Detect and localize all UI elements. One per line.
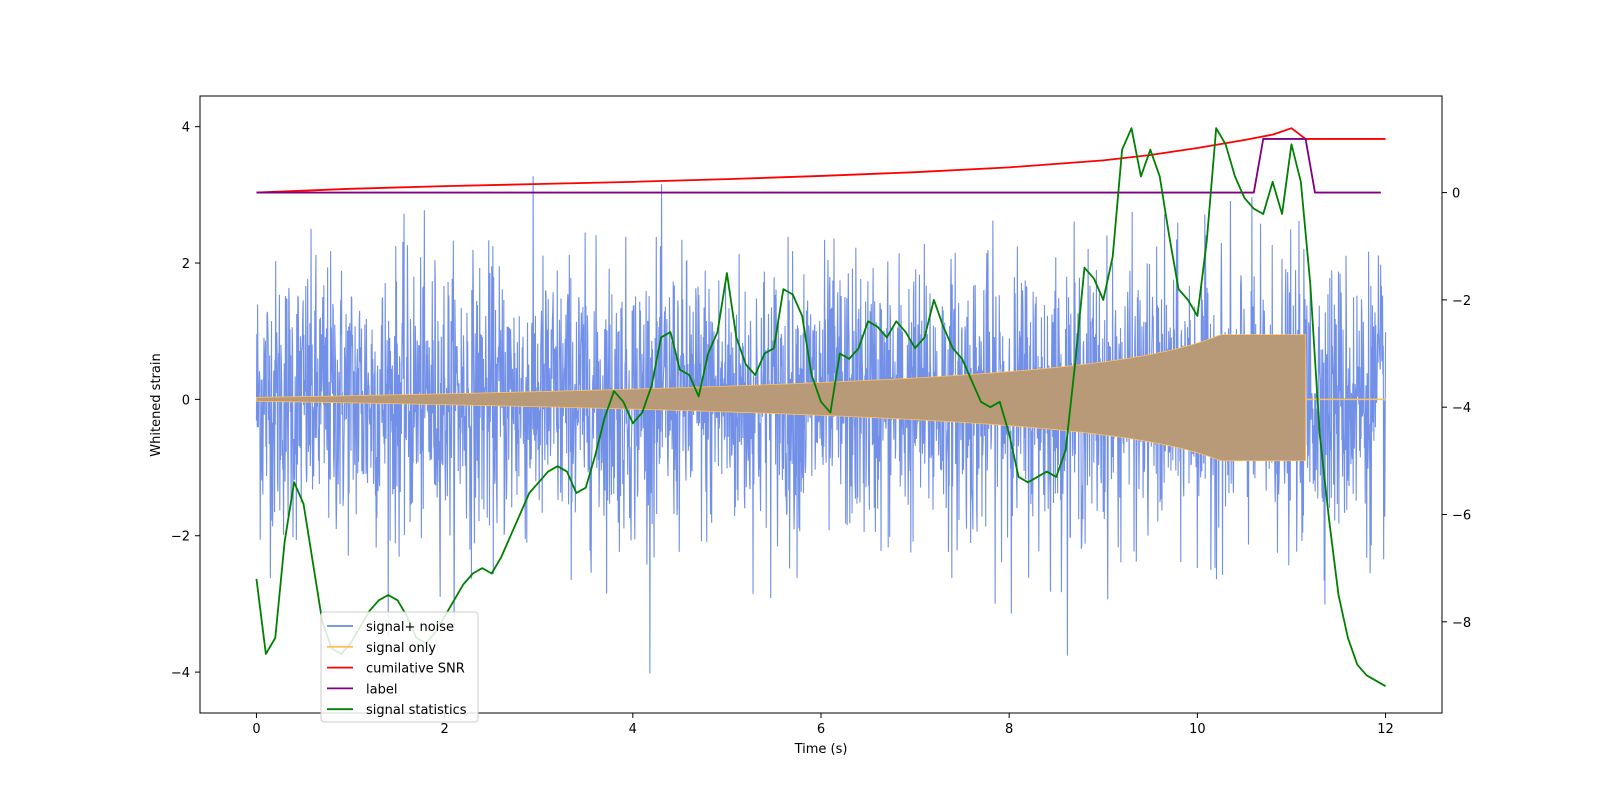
y-right-tick-label: −4 xyxy=(1452,401,1471,416)
y-left-axis: −4 −2 0 2 4 xyxy=(171,121,200,681)
y-right-axis: −8 −6 −4 −2 0 xyxy=(1442,187,1471,631)
legend-label: label xyxy=(366,682,397,697)
x-tick-label: 0 xyxy=(252,722,260,737)
series-line-signal-only xyxy=(256,334,1306,462)
x-tick-label: 12 xyxy=(1377,722,1394,737)
y-left-tick-label: −4 xyxy=(171,666,190,681)
legend-label: cumilative SNR xyxy=(366,662,465,677)
series-layer xyxy=(255,127,1387,687)
legend-box xyxy=(320,611,479,723)
x-tick-label: 6 xyxy=(817,722,825,737)
legend-label: signal only xyxy=(366,641,436,656)
y-right-tick-label: −2 xyxy=(1452,294,1471,309)
x-axis-label: Time (s) xyxy=(794,742,848,757)
x-tick-label: 8 xyxy=(1005,722,1013,737)
legend-label: signal+ noise xyxy=(366,620,454,635)
x-tick-label: 10 xyxy=(1189,722,1206,737)
legend-label: signal statistics xyxy=(366,703,467,718)
y-left-tick-label: 4 xyxy=(182,121,190,136)
y-right-tick-label: −8 xyxy=(1452,616,1471,631)
y-left-tick-label: 2 xyxy=(182,257,190,272)
x-tick-label: 2 xyxy=(440,722,448,737)
series-line-signal-noise xyxy=(255,176,1387,674)
series-line-cumilative-snr xyxy=(256,127,1386,194)
legend: signal+ noise signal only cumilative SNR la… xyxy=(320,611,479,723)
y-right-tick-label: −6 xyxy=(1452,508,1471,523)
legend-items: signal+ noise signal only cumilative SNR la… xyxy=(327,620,467,718)
x-tick-label: 4 xyxy=(629,722,637,737)
y-left-tick-label: −2 xyxy=(171,530,190,545)
x-axis: 0 2 4 6 8 10 12 xyxy=(252,713,1394,737)
series-line-label xyxy=(256,138,1381,194)
y-left-axis-label: Whitened strain xyxy=(149,353,164,456)
y-left-tick-label: 0 xyxy=(182,393,190,408)
y-right-tick-label: 0 xyxy=(1452,187,1460,202)
